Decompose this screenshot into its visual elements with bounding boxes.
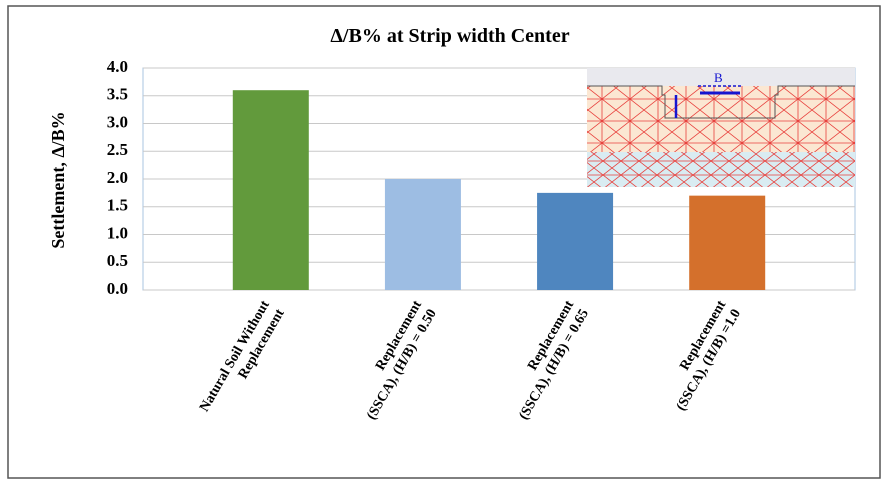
bar [232, 90, 309, 290]
y-tick-label: 0.0 [107, 279, 128, 298]
bar [537, 192, 614, 290]
y-tick-label: 2.5 [107, 140, 128, 159]
inset-label: B [714, 70, 723, 85]
bar [689, 195, 766, 290]
y-tick-label: 1.0 [107, 223, 128, 242]
inset-sky [587, 68, 855, 86]
y-tick-label: 0.5 [107, 251, 128, 270]
y-tick-label: 3.0 [107, 112, 128, 131]
y-tick-label: 4.0 [107, 57, 128, 76]
inset-mesh-fine [587, 152, 855, 187]
y-tick-label: 3.5 [107, 85, 128, 104]
y-tick-label: 1.5 [107, 196, 128, 215]
inset-outline [587, 85, 855, 119]
inset-image: B [587, 68, 855, 187]
y-axis-label: Settlement, Δ/B% [48, 111, 68, 248]
y-tick-label: 2.0 [107, 168, 128, 187]
inset-mesh [587, 86, 855, 152]
chart-title: Δ/B% at Strip width Center [330, 25, 569, 47]
bar [384, 179, 461, 290]
